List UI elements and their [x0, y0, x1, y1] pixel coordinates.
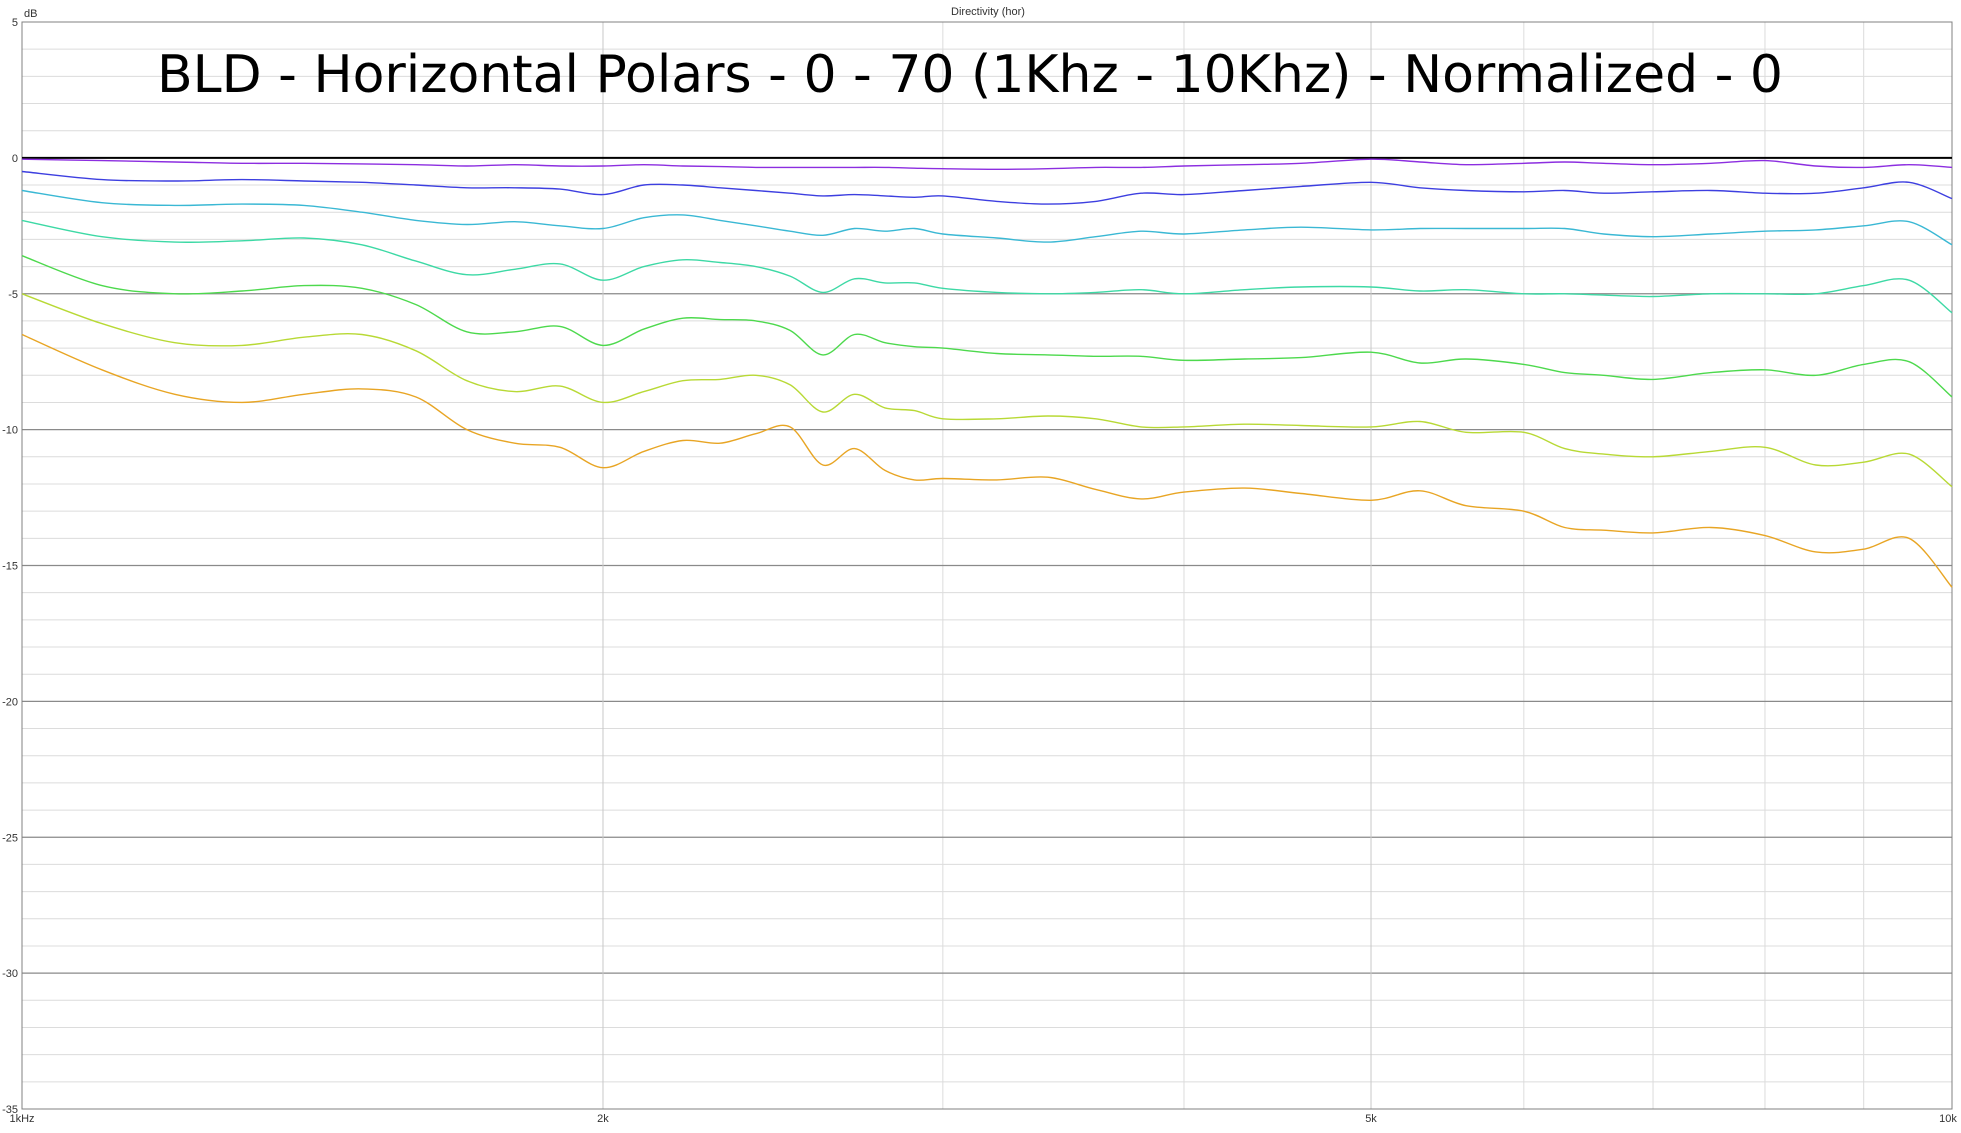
y-tick-label: -15 — [2, 561, 18, 573]
x-tick-label: 2k — [597, 1113, 609, 1125]
series-line-6 — [21, 293, 1953, 488]
y-tick-label: -35 — [2, 1104, 18, 1116]
chart-title: BLD - Horizontal Polars - 0 - 70 (1Khz -… — [157, 45, 1783, 105]
series-lines — [21, 156, 1953, 588]
y-tick-label: -5 — [8, 289, 18, 301]
series-line-4 — [21, 219, 1953, 314]
y-tick-label: -20 — [2, 696, 18, 708]
series-line-5 — [21, 255, 1953, 398]
series-line-2 — [21, 170, 1953, 205]
y-tick-label: -10 — [2, 425, 18, 437]
series-line-1 — [21, 158, 1953, 171]
plot-area-border — [21, 21, 1953, 1110]
y-tick-labels: 5 0 -5 -10 -15 -20 -25 -30 -35 — [2, 17, 18, 1116]
chart-header: Directivity (hor) — [951, 6, 1025, 18]
x-tick-label: 5k — [1365, 1113, 1377, 1125]
x-tick-label: 1kHz — [9, 1113, 34, 1125]
y-tick-label: -25 — [2, 832, 18, 844]
minor-grid — [22, 22, 1952, 1109]
x-tick-label: 10k — [1939, 1113, 1957, 1125]
y-tick-label: -30 — [2, 968, 18, 980]
series-line-3 — [21, 189, 1953, 246]
x-tick-labels: 1kHz 2k 5k 10k — [9, 1113, 1957, 1125]
series-line-7 — [21, 333, 1953, 588]
y-axis-unit-label: dB — [24, 8, 37, 20]
y-tick-label: 5 — [12, 17, 18, 29]
y-tick-label: 0 — [12, 153, 18, 165]
